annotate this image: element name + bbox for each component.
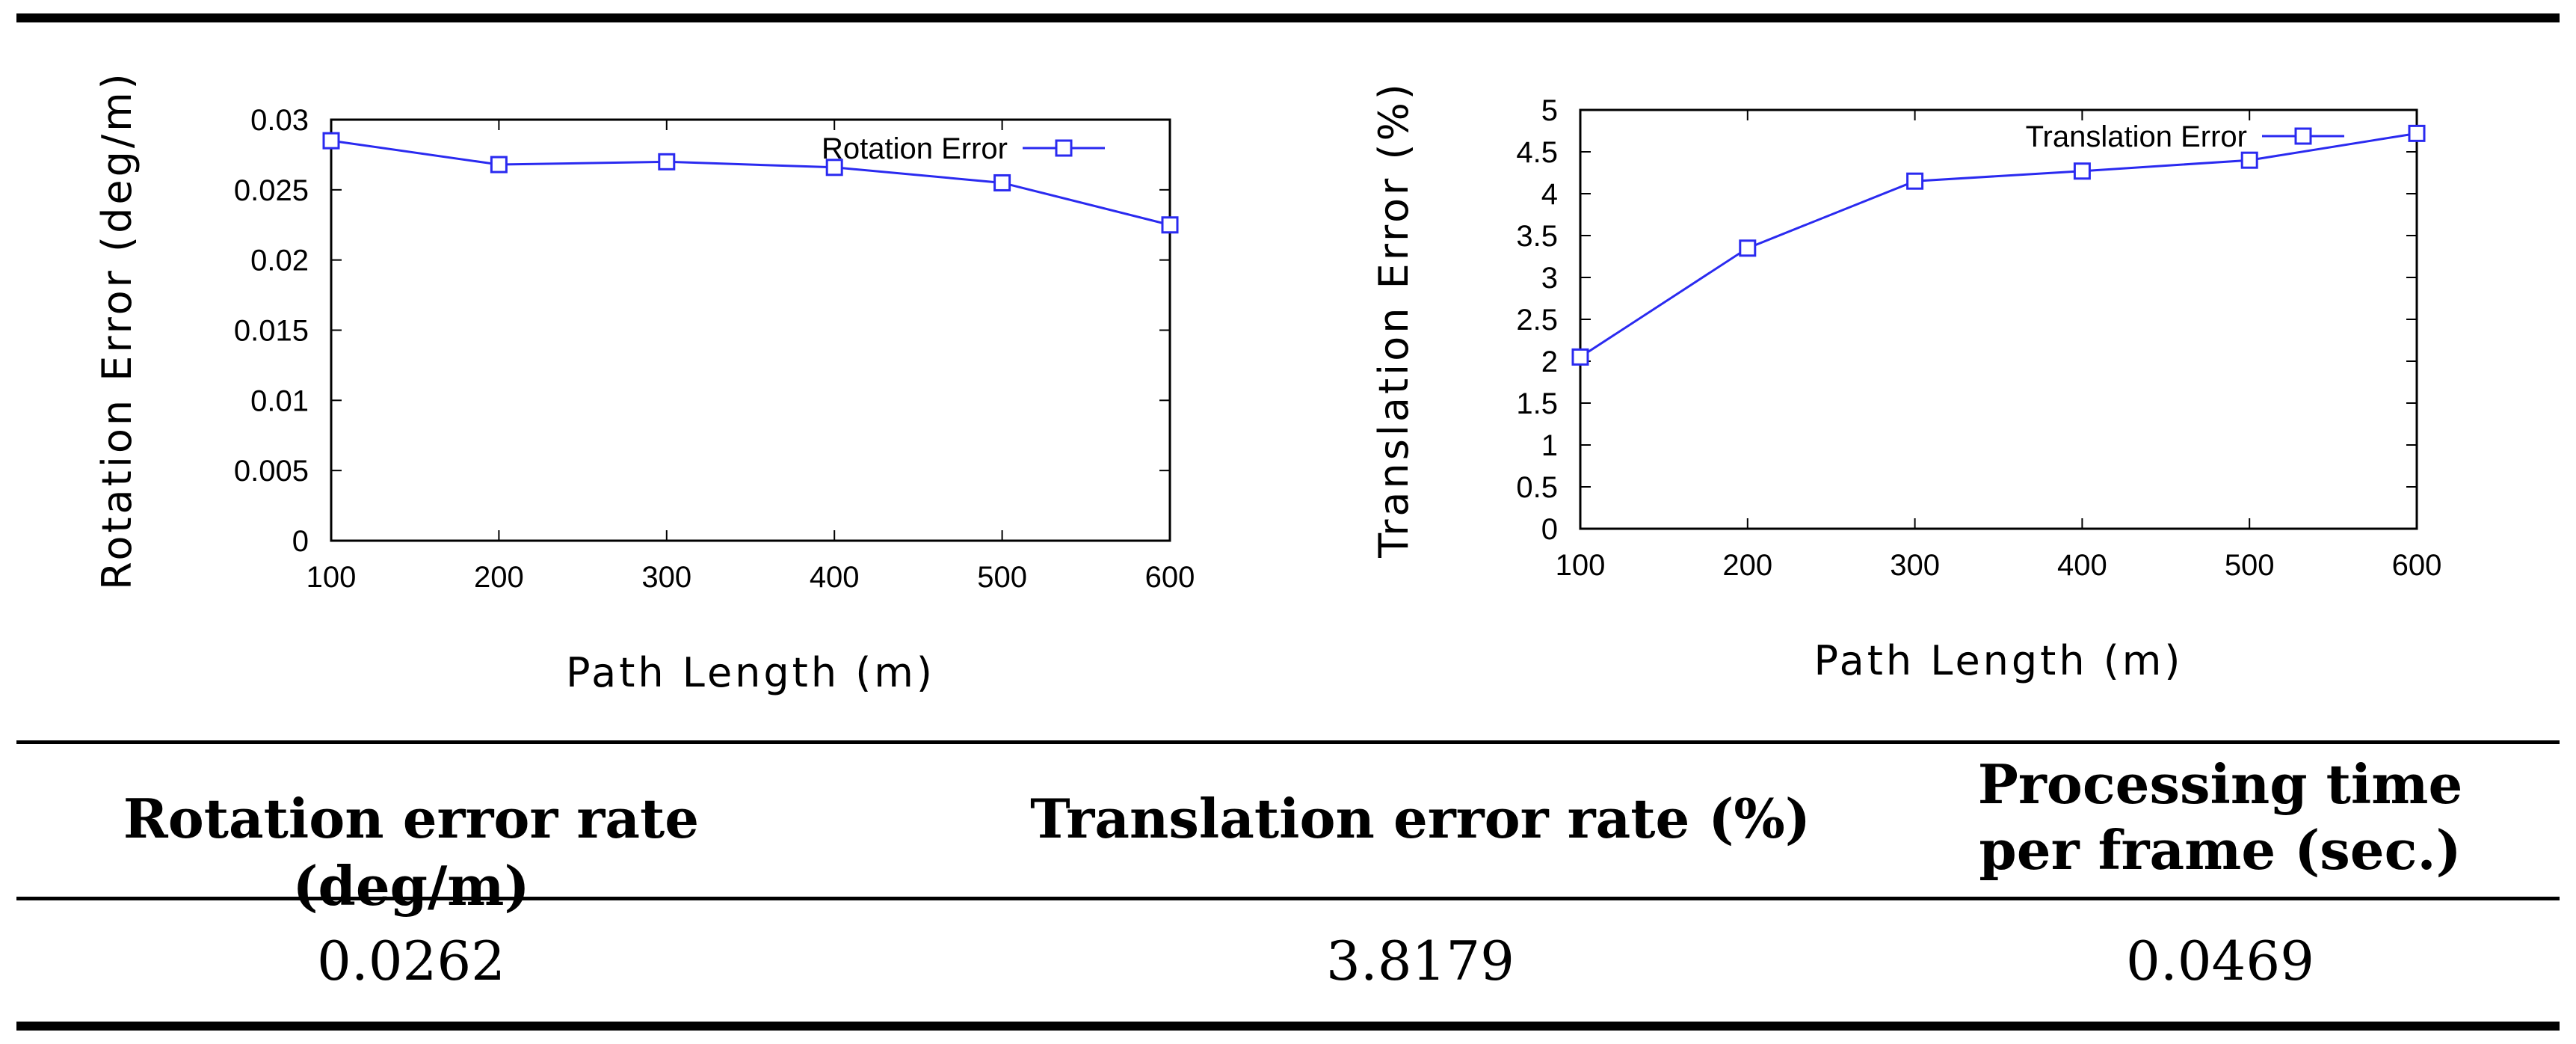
x-tick-label: 100 xyxy=(1556,549,1606,582)
y-tick-label: 0.02 xyxy=(250,245,309,277)
data-point-marker xyxy=(825,159,843,176)
x-tick-label: 500 xyxy=(2225,549,2275,582)
y-axis-label: Translation Error (%) xyxy=(1370,81,1417,559)
y-tick-label: 1.5 xyxy=(1516,387,1558,420)
legend: Rotation Error xyxy=(822,132,1105,165)
y-tick-label: 0.005 xyxy=(234,455,309,488)
data-point-marker xyxy=(1571,348,1589,366)
data-point-marker xyxy=(322,132,340,150)
legend: Translation Error xyxy=(2026,120,2344,153)
x-tick-label: 300 xyxy=(641,561,691,594)
value-translation-error-rate: 3.8179 xyxy=(1326,930,1515,992)
y-tick-label: 0.025 xyxy=(234,174,309,207)
y-tick-label: 0.01 xyxy=(250,384,309,417)
legend-label: Rotation Error xyxy=(822,132,1008,165)
data-point-marker xyxy=(658,153,676,171)
y-tick-label: 4.5 xyxy=(1516,136,1558,169)
y-tick-label: 2 xyxy=(1541,346,1558,378)
x-axis-label: Path Length (m) xyxy=(1814,637,2184,684)
header-rotation-error-rate: Rotation error rate (deg/m) xyxy=(123,787,700,918)
table-header-bottom-rule xyxy=(16,897,2560,900)
x-tick-label: 600 xyxy=(1145,561,1195,594)
y-tick-label: 0.03 xyxy=(250,104,309,137)
x-tick-label: 500 xyxy=(977,561,1027,594)
data-point-marker xyxy=(1906,172,1924,190)
y-tick-label: 0 xyxy=(1541,513,1558,546)
x-axis-label: Path Length (m) xyxy=(566,649,935,696)
x-tick-label: 200 xyxy=(474,561,524,594)
data-point-marker xyxy=(2240,151,2258,169)
data-point-marker xyxy=(1161,216,1179,234)
y-tick-label: 0.015 xyxy=(234,315,309,348)
x-tick-label: 400 xyxy=(2057,549,2107,582)
header-processing-time-line1: Processing time xyxy=(1977,752,2463,816)
x-tick-label: 400 xyxy=(810,561,860,594)
y-tick-label: 0.5 xyxy=(1516,471,1558,504)
table-top-rule xyxy=(16,13,2560,22)
y-tick-label: 5 xyxy=(1541,94,1558,127)
value-processing-time: 0.0469 xyxy=(2126,930,2314,992)
data-point-marker xyxy=(490,156,508,174)
data-point-marker xyxy=(2073,162,2091,180)
header-translation-error-rate: Translation error rate (%) xyxy=(1030,787,1811,850)
x-tick-label: 100 xyxy=(306,561,357,594)
data-point-marker xyxy=(2408,124,2426,142)
header-processing-time-line2: per frame (sec.) xyxy=(1979,818,2462,882)
translation-error-chart: 100 200 300 400 500 600 0 0.5 1 1.5 2 2.5 3 3.5 4 4.5 5 P… xyxy=(1370,81,2442,684)
x-tick-label: 200 xyxy=(1722,549,1772,582)
rotation-error-chart: 100 200 300 400 500 600 0 0.005 0.01 0.015 0.02 0.0… xyxy=(93,70,1195,696)
y-tick-label: 0 xyxy=(292,525,309,558)
legend-marker xyxy=(2294,127,2312,145)
header-processing-time: Processing time per frame (sec.) xyxy=(1869,752,2572,883)
y-tick-label: 2.5 xyxy=(1516,304,1558,337)
plot-frame xyxy=(1579,108,2418,530)
y-tick-label: 4 xyxy=(1541,178,1558,211)
series-line xyxy=(1580,132,2418,358)
value-rotation-error-rate: 0.0262 xyxy=(317,930,505,992)
legend-label: Translation Error xyxy=(2026,120,2247,153)
y-tick-label: 3.5 xyxy=(1516,220,1558,253)
table-header-top-rule xyxy=(16,740,2560,744)
data-point-marker xyxy=(1739,239,1757,257)
y-tick-label: 1 xyxy=(1541,429,1558,462)
x-tick-label: 300 xyxy=(1890,549,1940,582)
data-point-marker xyxy=(993,174,1011,191)
table-bottom-rule xyxy=(16,1022,2560,1031)
x-tick-label: 600 xyxy=(2392,549,2442,582)
series-line xyxy=(330,139,1171,227)
y-tick-label: 3 xyxy=(1541,262,1558,295)
plot-frame xyxy=(330,118,1171,542)
legend-marker xyxy=(1055,139,1073,157)
y-axis-label: Rotation Error (deg/m) xyxy=(93,70,141,590)
